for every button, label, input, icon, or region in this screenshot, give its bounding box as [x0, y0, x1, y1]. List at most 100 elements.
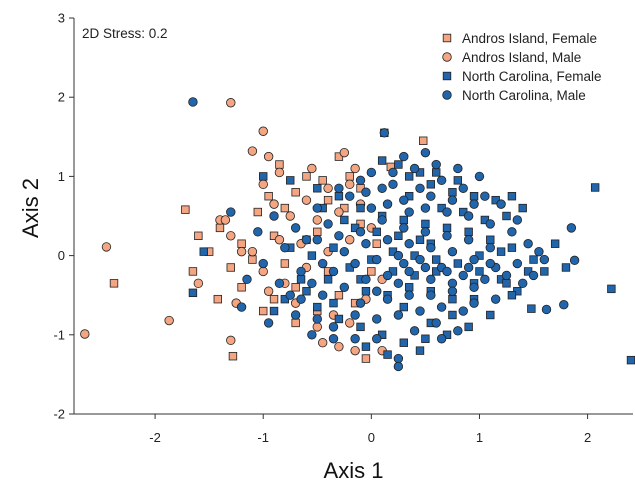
data-point: [263, 151, 274, 162]
data-point: [181, 205, 190, 214]
data-point: [420, 262, 431, 273]
series-3: [188, 97, 580, 372]
series-0: [109, 136, 428, 363]
stress-annotation: 2D Stress: 0.2: [82, 26, 168, 41]
data-point: [213, 294, 223, 304]
data-point: [226, 231, 236, 241]
data-point: [334, 191, 344, 201]
data-point: [263, 318, 274, 328]
data-point: [458, 183, 468, 193]
data-point: [485, 258, 495, 269]
data-point: [399, 258, 409, 269]
data-point: [301, 195, 312, 205]
data-point: [458, 306, 468, 316]
data-point: [453, 326, 463, 336]
data-point: [447, 195, 458, 205]
data-point: [502, 279, 511, 288]
data-point: [447, 246, 458, 257]
legend-label: Andros Island, Female: [462, 31, 597, 46]
data-point: [496, 199, 506, 209]
data-point: [399, 338, 408, 347]
data-point: [372, 227, 381, 237]
data-point: [442, 266, 452, 277]
data-point: [317, 290, 328, 300]
data-point: [399, 223, 409, 233]
data-point: [350, 345, 360, 356]
data-point: [345, 191, 355, 201]
data-point: [188, 267, 198, 276]
data-point: [607, 284, 616, 294]
data-point: [286, 176, 295, 185]
data-point: [334, 231, 344, 241]
data-point: [559, 300, 569, 310]
data-point: [436, 334, 447, 344]
data-point: [534, 246, 544, 257]
data-point: [379, 128, 390, 138]
data-point: [334, 207, 344, 217]
x-tick-label: -1: [257, 430, 269, 445]
series-2: [188, 128, 635, 365]
data-point: [296, 275, 306, 284]
data-point: [237, 283, 246, 292]
data-point: [269, 211, 279, 221]
data-point: [323, 275, 333, 284]
data-point: [409, 163, 420, 174]
data-point: [372, 239, 381, 248]
data-point: [345, 318, 355, 328]
x-tick-label: 1: [476, 430, 483, 445]
data-point: [507, 243, 517, 252]
data-point: [442, 223, 452, 233]
legend-marker: [442, 90, 452, 100]
y-tick-label: 2: [58, 90, 65, 105]
data-point: [431, 159, 441, 170]
data-point: [394, 231, 403, 240]
data-point: [361, 187, 371, 197]
data-point: [388, 179, 398, 190]
x-tick-label: 2: [584, 430, 591, 445]
y-tick-label: -2: [53, 407, 65, 422]
x-tick-label: 0: [368, 430, 375, 445]
data-point: [480, 191, 490, 201]
data-point: [463, 235, 474, 245]
data-point: [404, 239, 414, 249]
data-point: [529, 255, 538, 264]
data-point: [334, 341, 344, 352]
data-point: [486, 310, 495, 320]
data-point: [258, 258, 268, 269]
data-point: [415, 235, 425, 244]
data-point: [382, 235, 393, 245]
data-point: [404, 266, 414, 277]
data-point: [448, 188, 457, 197]
data-point: [393, 250, 404, 261]
data-point: [199, 247, 208, 256]
data-point: [486, 235, 495, 244]
data-point: [474, 171, 485, 182]
data-point: [540, 267, 549, 276]
data-point: [541, 304, 552, 315]
data-point: [377, 156, 387, 165]
legend-marker: [442, 71, 452, 81]
data-point: [334, 314, 344, 324]
data-point: [501, 270, 512, 281]
data-point: [382, 270, 393, 281]
data-point: [518, 278, 528, 289]
data-point: [248, 255, 257, 264]
data-point: [339, 246, 350, 257]
data-point: [350, 258, 360, 269]
data-point: [226, 335, 236, 346]
data-point: [383, 350, 392, 359]
data-point: [420, 203, 431, 213]
data-point: [274, 278, 285, 289]
data-point: [269, 199, 279, 209]
data-point: [328, 322, 339, 332]
data-point: [361, 287, 371, 296]
data-point: [226, 207, 236, 217]
data-point: [523, 239, 533, 249]
legend-label: Andros Island, Male: [462, 50, 581, 65]
data-point: [566, 223, 577, 233]
data-point: [404, 172, 414, 181]
data-point: [356, 322, 365, 332]
data-point: [527, 304, 536, 313]
data-point: [275, 160, 284, 169]
data-point: [280, 259, 290, 268]
